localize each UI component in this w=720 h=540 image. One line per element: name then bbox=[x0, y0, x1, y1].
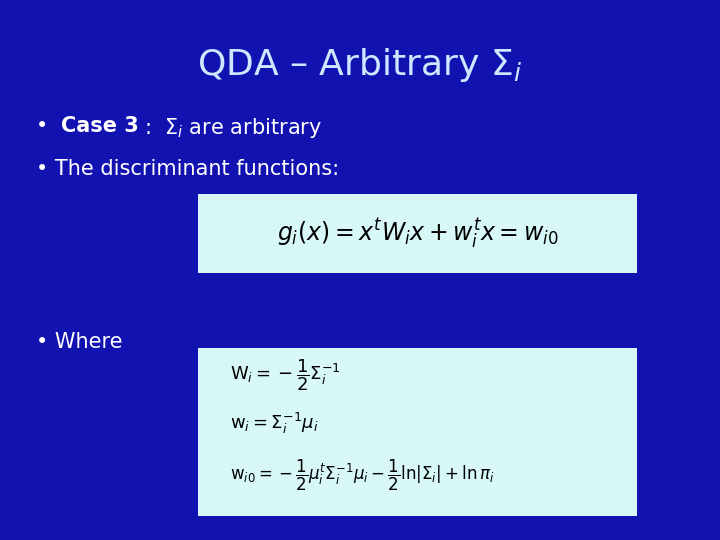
Text: Case 3: Case 3 bbox=[61, 116, 139, 136]
FancyBboxPatch shape bbox=[198, 194, 637, 273]
Text: $\mathrm{W}_i = -\dfrac{1}{2}\Sigma_i^{-1}$: $\mathrm{W}_i = -\dfrac{1}{2}\Sigma_i^{-… bbox=[230, 357, 341, 393]
Text: •: • bbox=[36, 116, 48, 136]
Text: QDA – Arbitrary $\Sigma_i$: QDA – Arbitrary $\Sigma_i$ bbox=[197, 46, 523, 84]
Text: • The discriminant functions:: • The discriminant functions: bbox=[36, 159, 339, 179]
FancyBboxPatch shape bbox=[198, 348, 637, 516]
Text: • Where: • Where bbox=[36, 332, 122, 352]
Text: :  $\Sigma_i$ are arbitrary: : $\Sigma_i$ are arbitrary bbox=[144, 116, 322, 140]
Text: $\mathrm{w}_i = \Sigma_i^{-1}\mu_i$: $\mathrm{w}_i = \Sigma_i^{-1}\mu_i$ bbox=[230, 411, 319, 436]
Text: $g_i(x) = x^t W_i x + w_i^t x = w_{i0}$: $g_i(x) = x^t W_i x + w_i^t x = w_{i0}$ bbox=[276, 217, 559, 250]
Text: $\mathrm{w}_{i0} = -\dfrac{1}{2}\mu_i^t \Sigma_i^{-1}\mu_i - \dfrac{1}{2}\ln|\Si: $\mathrm{w}_{i0} = -\dfrac{1}{2}\mu_i^t … bbox=[230, 457, 495, 493]
